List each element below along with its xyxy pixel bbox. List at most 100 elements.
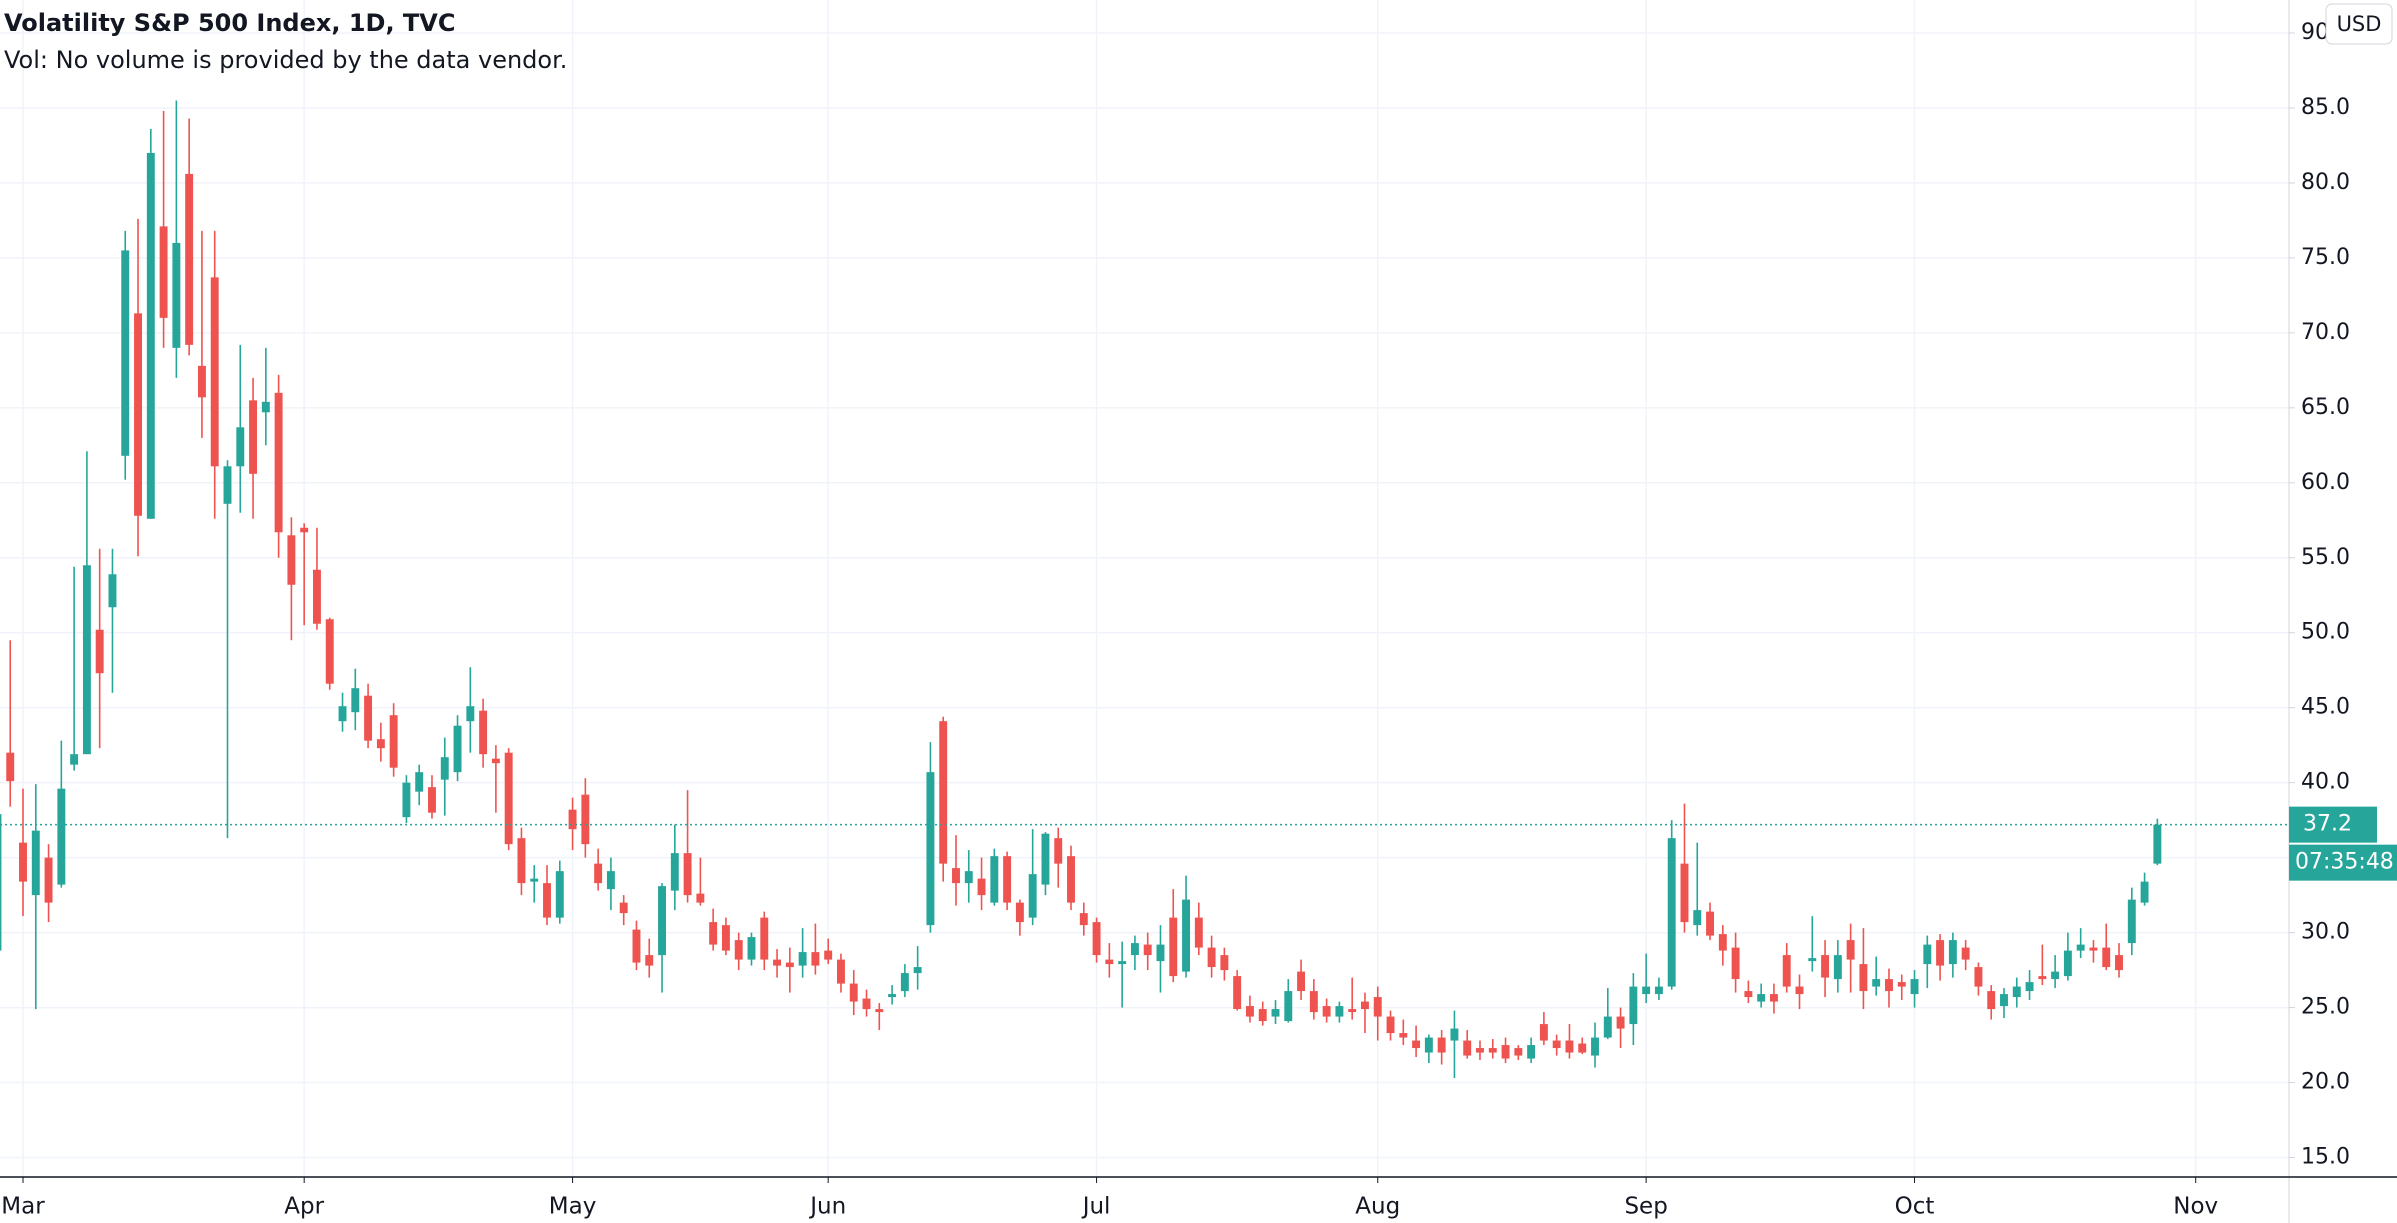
- candle-body: [952, 868, 960, 884]
- last-price-label: 37.2: [2303, 812, 2352, 837]
- candle-body: [619, 902, 628, 914]
- candle-body: [990, 856, 999, 903]
- candle-body: [31, 830, 40, 896]
- candle-body: [1130, 943, 1139, 956]
- candle-body: [721, 925, 730, 951]
- candle-body: [1642, 986, 1651, 995]
- candle-body: [2115, 955, 2123, 971]
- candle-body: [312, 569, 321, 624]
- candle-body: [1488, 1048, 1497, 1053]
- candle-body: [249, 400, 258, 474]
- countdown-label: 07:35:48: [2295, 850, 2394, 875]
- y-tick-label: 65.0: [2301, 395, 2350, 420]
- candle-body: [1041, 833, 1050, 885]
- candle-body: [1821, 955, 1830, 978]
- x-tick-label: Mar: [1, 1194, 45, 1220]
- candle-body: [2012, 986, 2021, 998]
- y-tick-label: 40.0: [2301, 770, 2350, 795]
- candle-body: [1271, 1009, 1280, 1017]
- candle-body: [2140, 881, 2149, 903]
- currency-label[interactable]: USD: [2337, 12, 2382, 36]
- candle-body: [466, 706, 475, 722]
- candle-body: [172, 242, 181, 348]
- candle-body: [185, 173, 194, 345]
- candle-body: [261, 401, 270, 413]
- x-tick-label: Oct: [1895, 1194, 1935, 1220]
- candle-body: [1795, 986, 1804, 995]
- candle-body: [709, 922, 718, 945]
- candle-body: [1706, 911, 1715, 936]
- candle-body: [453, 725, 462, 773]
- candle-body: [274, 392, 283, 533]
- candle-body: [670, 853, 679, 891]
- candle-body: [1603, 1016, 1612, 1038]
- candle-body: [760, 917, 769, 960]
- candle-body: [1897, 982, 1906, 987]
- candle-body: [696, 893, 705, 903]
- candle-body: [836, 959, 845, 984]
- candle-body: [1054, 838, 1063, 864]
- y-tick-label: 70.0: [2301, 320, 2350, 345]
- candle-body: [683, 853, 692, 896]
- candle-body: [1936, 940, 1945, 966]
- candle-body: [1769, 994, 1778, 1002]
- volume-note: Vol: No volume is provided by the data v…: [4, 46, 567, 74]
- candle-body: [606, 871, 615, 890]
- candle-body: [1629, 986, 1638, 1025]
- candle-body: [811, 952, 820, 966]
- candle-body: [1718, 934, 1727, 951]
- candle-body: [875, 1009, 884, 1013]
- candle-body: [1003, 856, 1012, 903]
- candle-body: [1348, 1009, 1357, 1013]
- candle-body: [1565, 1040, 1574, 1053]
- candle-body: [2051, 971, 2060, 980]
- candle-body: [658, 886, 666, 956]
- candle-body: [389, 715, 398, 768]
- candle-body: [1015, 902, 1024, 923]
- candle-body: [1194, 917, 1203, 948]
- candle-body: [364, 695, 373, 741]
- candle-body: [146, 152, 155, 519]
- candle-body: [2153, 824, 2162, 864]
- candle-body: [479, 710, 488, 755]
- candle-body: [325, 619, 334, 684]
- candle-body: [1476, 1048, 1484, 1053]
- last-price-box: [2289, 806, 2377, 843]
- candle-body: [1987, 991, 1996, 1010]
- candle-body: [824, 950, 833, 960]
- y-tick-label: 60.0: [2301, 470, 2350, 495]
- axes: 15.020.025.030.035.040.045.050.055.060.0…: [1, 20, 2397, 1220]
- candle-body: [888, 994, 897, 998]
- x-tick-label: Sep: [1624, 1194, 1667, 1220]
- candle-body: [236, 427, 245, 467]
- candle-body: [785, 962, 794, 968]
- candle-body: [1833, 955, 1842, 980]
- candle-body: [0, 814, 2, 951]
- candle-body: [2089, 947, 2098, 951]
- candle-body: [773, 959, 782, 966]
- candle-body: [939, 721, 948, 864]
- candle-body: [1450, 1028, 1459, 1041]
- candle-body: [108, 574, 117, 608]
- candle-body: [1910, 979, 1919, 995]
- candle-body: [1297, 971, 1306, 992]
- candle-body: [1667, 838, 1676, 987]
- currency-box[interactable]: [2325, 3, 2393, 45]
- candle-body: [95, 629, 104, 674]
- candle-body: [1118, 961, 1127, 965]
- candle-body: [734, 940, 743, 960]
- y-tick-label: 55.0: [2301, 545, 2350, 570]
- candle-body: [1808, 958, 1817, 962]
- y-tick-label: 50.0: [2301, 620, 2350, 645]
- candle-body: [57, 788, 66, 885]
- candle-body: [1693, 910, 1702, 926]
- candle-body: [6, 752, 15, 782]
- candle-body: [402, 782, 411, 818]
- candle-body: [2000, 994, 2008, 1007]
- candle-body: [1578, 1043, 1587, 1053]
- y-tick-label: 85.0: [2301, 95, 2350, 120]
- candle-body: [1309, 991, 1318, 1013]
- candle-body: [2127, 899, 2136, 944]
- grid: [0, 0, 2289, 1177]
